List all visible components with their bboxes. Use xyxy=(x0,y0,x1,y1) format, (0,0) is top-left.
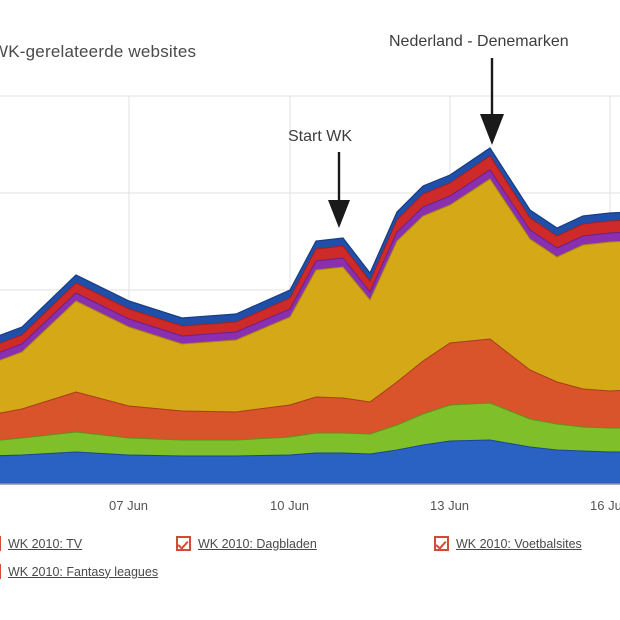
legend-label-tv[interactable]: WK 2010: TV xyxy=(8,536,83,551)
x-tick-label-0: 07 Jun xyxy=(109,498,149,513)
legend-item-voetbalsites[interactable]: WK 2010: Voetbalsites xyxy=(434,536,582,551)
annotation-label-start-wk: Start WK xyxy=(288,128,353,145)
x-tick-label-2: 13 Jun xyxy=(430,498,470,513)
legend-checkbox-fantasy-leagues[interactable] xyxy=(0,564,1,579)
legend-item-dagbladen[interactable]: WK 2010: Dagbladen xyxy=(176,536,317,551)
legend-item-tv[interactable]: WK 2010: TV xyxy=(0,536,82,551)
annotation-arrow-nederland-denemarken xyxy=(480,58,504,145)
legend-row-1: WK 2010: TV WK 2010: Dagbladen WK 2010: … xyxy=(0,536,620,564)
x-tick-label-1: 10 Jun xyxy=(270,498,310,513)
chart-title: WK-gerelateerde websites xyxy=(0,42,197,61)
legend-item-fantasy-leagues[interactable]: WK 2010: Fantasy leagues xyxy=(0,564,158,579)
chart-legend: WK 2010: TV WK 2010: Dagbladen WK 2010: … xyxy=(0,536,620,592)
legend-row-2: WK 2010: Fantasy leagues xyxy=(0,564,620,592)
annotation-label-nederland-denemarken: Nederland - Denemarken xyxy=(389,33,569,50)
legend-label-voetbalsites[interactable]: WK 2010: Voetbalsites xyxy=(456,536,582,551)
x-tick-label-3: 16 Jun xyxy=(590,498,620,513)
legend-checkbox-voetbalsites[interactable] xyxy=(434,536,449,551)
legend-label-fantasy-leagues[interactable]: WK 2010: Fantasy leagues xyxy=(8,564,159,579)
area-band-tv xyxy=(0,439,620,485)
legend-checkbox-dagbladen[interactable] xyxy=(176,536,191,551)
annotation-arrow-start-wk xyxy=(328,152,350,228)
legend-label-dagbladen[interactable]: WK 2010: Dagbladen xyxy=(198,536,317,551)
legend-checkbox-tv[interactable] xyxy=(0,536,1,551)
